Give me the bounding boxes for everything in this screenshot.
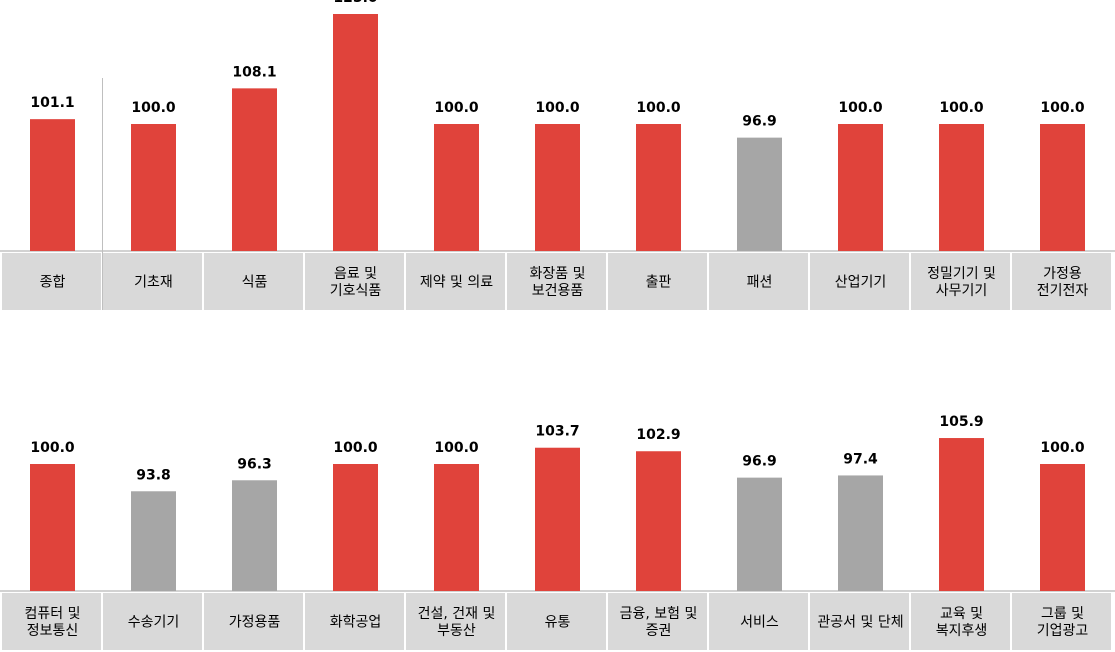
bar	[333, 14, 378, 251]
category-cell	[608, 253, 707, 310]
category-label: 산업기기	[835, 275, 887, 291]
bar	[434, 464, 479, 591]
bar	[333, 464, 378, 591]
data-label: 103.7	[535, 424, 579, 440]
bar	[737, 137, 782, 251]
data-label: 100.0	[434, 100, 479, 116]
category-cell	[810, 593, 909, 650]
category-cell	[709, 593, 808, 650]
data-label: 96.3	[237, 456, 272, 472]
category-cell	[1012, 253, 1111, 310]
data-label: 100.0	[535, 100, 580, 116]
bar	[535, 447, 580, 591]
category-cell	[103, 593, 202, 650]
bar	[30, 464, 75, 591]
category-cell	[911, 253, 1010, 310]
category-cell	[1012, 593, 1111, 650]
category-cell	[305, 253, 404, 310]
data-label: 108.1	[232, 64, 276, 80]
data-label: 97.4	[843, 451, 878, 467]
data-label: 125.0	[333, 0, 378, 6]
bar	[30, 119, 75, 251]
category-label: 식품	[242, 275, 268, 291]
data-label: 93.8	[136, 467, 171, 483]
category-cell	[507, 593, 606, 650]
category-label: 종합	[40, 275, 66, 291]
category-label: 음료 및 기호식품	[330, 266, 382, 299]
category-cell	[103, 253, 202, 310]
category-label: 유통	[545, 615, 571, 631]
data-label: 100.0	[131, 100, 176, 116]
data-label: 102.9	[636, 427, 680, 443]
bar	[939, 438, 984, 591]
category-label: 서비스	[740, 615, 779, 631]
bar	[131, 491, 176, 591]
data-label: 100.0	[636, 100, 681, 116]
category-label: 컴퓨터 및 정보통신	[25, 606, 81, 639]
category-label: 정밀기기 및 사무기기	[927, 266, 996, 299]
bar	[939, 124, 984, 251]
data-label: 100.0	[434, 440, 479, 456]
category-cell	[2, 593, 101, 650]
bar	[1040, 464, 1085, 591]
data-label: 105.9	[939, 414, 983, 430]
data-label: 100.0	[1040, 100, 1085, 116]
bar	[131, 124, 176, 251]
category-label: 패션	[747, 275, 773, 291]
category-cell	[204, 253, 303, 310]
category-label: 관공서 및 단체	[817, 615, 903, 631]
category-label: 기초재	[134, 275, 173, 291]
data-label: 96.9	[742, 454, 777, 470]
category-cell	[810, 253, 909, 310]
category-label: 화학공업	[330, 615, 382, 631]
bar	[434, 124, 479, 251]
data-label: 101.1	[30, 95, 74, 111]
category-cell	[204, 593, 303, 650]
category-cell	[406, 593, 505, 650]
category-cell	[2, 253, 101, 310]
category-cell	[709, 253, 808, 310]
category-label: 가정용품	[229, 615, 281, 631]
bar	[1040, 124, 1085, 251]
category-cell	[507, 253, 606, 310]
category-label: 가정용 전기전자	[1037, 266, 1089, 299]
category-cell	[406, 253, 505, 310]
bar	[636, 124, 681, 251]
category-label: 그룹 및 기업광고	[1037, 606, 1089, 639]
bar	[838, 124, 883, 251]
category-label: 교육 및 복지후생	[936, 606, 988, 639]
category-cell	[911, 593, 1010, 650]
category-label: 출판	[646, 275, 672, 291]
chart-panel-2: 100.0 컴퓨터 및 정보통신 93.8 수송기기 96.3 가정용품 100.0 화학공업 1…	[0, 414, 1115, 650]
bar	[232, 480, 277, 591]
bar	[232, 88, 277, 251]
data-label: 96.9	[742, 114, 777, 130]
category-label: 수송기기	[128, 615, 180, 631]
category-label: 화장품 및 보건용품	[530, 266, 586, 299]
category-cell	[608, 593, 707, 650]
data-label: 100.0	[939, 100, 984, 116]
data-label: 100.0	[838, 100, 883, 116]
data-label: 100.0	[30, 440, 75, 456]
bar	[636, 451, 681, 591]
bar	[838, 475, 883, 591]
bar	[535, 124, 580, 251]
bar	[737, 477, 782, 591]
data-label: 100.0	[333, 440, 378, 456]
data-label: 100.0	[1040, 440, 1085, 456]
category-label: 제약 및 의료	[420, 275, 493, 291]
category-label: 건설, 건재 및 부동산	[418, 606, 496, 639]
category-label: 금융, 보험 및 증권	[620, 606, 698, 639]
category-cell	[305, 593, 404, 650]
